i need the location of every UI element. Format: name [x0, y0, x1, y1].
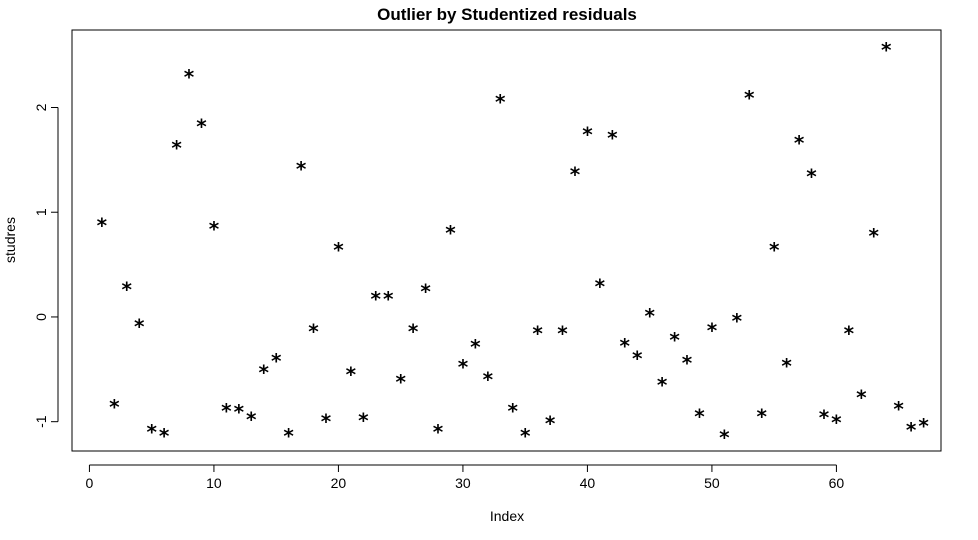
y-axis: -1 0 1 2	[33, 103, 59, 428]
data-point: *	[657, 373, 668, 397]
data-point: *	[445, 221, 456, 245]
data-point: *	[296, 157, 307, 181]
data-point: *	[346, 362, 357, 386]
data-point: *	[669, 328, 680, 352]
data-point: *	[483, 368, 494, 392]
data-point: *	[321, 410, 332, 434]
x-tick-label: 60	[829, 475, 845, 491]
plot-frame	[71, 29, 942, 452]
data-point: *	[358, 409, 369, 433]
data-point: *	[283, 424, 294, 448]
data-point: *	[694, 404, 705, 428]
data-point: *	[607, 126, 618, 150]
data-point: *	[644, 304, 655, 328]
data-point: *	[881, 38, 892, 62]
x-tick-label: 40	[580, 475, 596, 491]
y-tick-label: 2	[33, 103, 49, 111]
data-point: *	[856, 385, 867, 409]
data-point: *	[756, 404, 767, 428]
data-point: *	[146, 420, 157, 444]
data-point: *	[732, 309, 743, 333]
data-point: *	[632, 347, 643, 371]
data-point: *	[271, 349, 282, 373]
data-point: *	[171, 136, 182, 160]
data-point: *	[159, 424, 170, 448]
data-point: *	[532, 322, 543, 346]
data-point: *	[433, 420, 444, 444]
chart-title: Outlier by Studentized residuals	[377, 5, 637, 24]
data-point: *	[707, 318, 718, 342]
data-point: *	[246, 407, 257, 431]
data-points: ***** ****** * ** ********* *****************…	[97, 38, 930, 449]
data-point: *	[682, 351, 693, 375]
data-point: *	[769, 238, 780, 262]
y-tick-label: 0	[33, 313, 49, 321]
data-point: *	[781, 354, 792, 378]
data-point: *	[918, 414, 929, 438]
data-point: *	[122, 278, 133, 302]
y-tick-label: 1	[33, 208, 49, 216]
data-point: *	[570, 162, 581, 186]
data-point: *	[893, 397, 904, 421]
data-point: *	[395, 370, 406, 394]
data-point: *	[97, 214, 108, 238]
data-point: *	[906, 418, 917, 442]
data-point: *	[744, 86, 755, 110]
data-point: *	[134, 314, 145, 338]
data-point: *	[470, 335, 481, 359]
x-tick-label: 50	[704, 475, 720, 491]
x-tick-label: 20	[331, 475, 347, 491]
data-point: *	[806, 165, 817, 189]
y-axis-label: studres	[2, 217, 18, 263]
x-tick-label: 0	[86, 475, 94, 491]
data-point: *	[308, 320, 319, 344]
data-point: *	[333, 238, 344, 262]
data-point: *	[520, 424, 531, 448]
data-point: *	[507, 399, 518, 423]
data-point: *	[831, 411, 842, 435]
data-point: *	[408, 320, 419, 344]
data-point: *	[383, 287, 394, 311]
data-point: *	[545, 412, 556, 436]
data-point: *	[819, 405, 830, 429]
data-point: *	[209, 217, 220, 241]
x-tick-label: 10	[206, 475, 222, 491]
data-point: *	[794, 131, 805, 155]
data-point: *	[420, 280, 431, 304]
x-axis-label: Index	[490, 508, 524, 524]
data-point: *	[109, 395, 120, 419]
data-point: *	[458, 355, 469, 379]
y-tick-label: -1	[33, 415, 49, 428]
data-point: *	[595, 274, 606, 298]
data-point: *	[620, 334, 631, 358]
data-point: *	[234, 400, 245, 424]
data-point: *	[495, 90, 506, 114]
data-point: *	[582, 123, 593, 147]
data-point: *	[184, 65, 195, 89]
data-point: *	[844, 322, 855, 346]
x-axis: 0 10 20 30 40 50 60	[86, 464, 845, 491]
data-point: *	[196, 114, 207, 138]
data-point: *	[258, 360, 269, 384]
data-point: *	[719, 425, 730, 449]
data-point: *	[221, 399, 232, 423]
x-tick-label: 30	[455, 475, 471, 491]
data-point: *	[869, 224, 880, 248]
data-point: *	[557, 322, 568, 346]
data-point: *	[371, 287, 382, 311]
